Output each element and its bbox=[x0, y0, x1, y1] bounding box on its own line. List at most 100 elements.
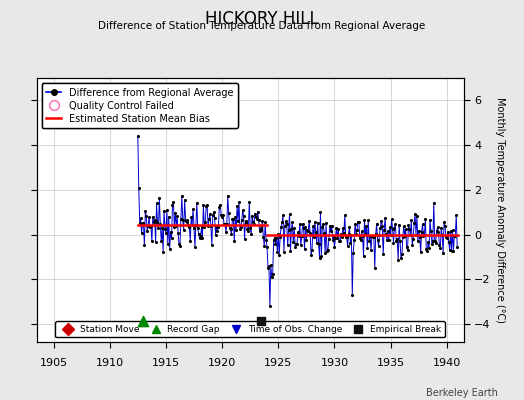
Point bbox=[205, 216, 213, 222]
Point bbox=[230, 238, 238, 244]
Point bbox=[298, 233, 306, 239]
Point bbox=[331, 235, 340, 241]
Point bbox=[436, 244, 444, 251]
Point bbox=[136, 215, 145, 222]
Point bbox=[231, 214, 239, 221]
Point bbox=[426, 216, 434, 223]
Point bbox=[148, 238, 156, 244]
Point bbox=[351, 220, 359, 227]
Point bbox=[225, 224, 234, 231]
Point bbox=[413, 213, 421, 219]
Point bbox=[332, 225, 341, 231]
Point bbox=[203, 202, 211, 208]
Point bbox=[419, 233, 428, 240]
Point bbox=[294, 232, 303, 239]
Point bbox=[423, 248, 431, 254]
Point bbox=[180, 227, 188, 233]
Point bbox=[162, 207, 171, 214]
Point bbox=[367, 247, 375, 254]
Point bbox=[330, 233, 338, 240]
Point bbox=[219, 212, 227, 218]
Point bbox=[180, 197, 189, 203]
Point bbox=[330, 244, 339, 250]
Point bbox=[250, 211, 259, 217]
Text: HICKORY HILL: HICKORY HILL bbox=[205, 10, 319, 28]
Point bbox=[322, 220, 330, 226]
Point bbox=[235, 199, 243, 206]
Point bbox=[303, 227, 312, 234]
Point bbox=[449, 248, 457, 254]
Point bbox=[352, 230, 360, 237]
Point bbox=[431, 238, 439, 245]
Point bbox=[260, 243, 268, 249]
Point bbox=[445, 246, 454, 253]
Point bbox=[437, 225, 445, 231]
Point bbox=[278, 219, 286, 226]
Point bbox=[286, 248, 294, 254]
Point bbox=[408, 242, 417, 248]
Text: 1930: 1930 bbox=[321, 358, 348, 368]
Point bbox=[211, 232, 220, 238]
Point bbox=[383, 237, 391, 244]
Point bbox=[334, 226, 343, 232]
Point bbox=[224, 192, 232, 199]
Text: Difference of Station Temperature Data from Regional Average: Difference of Station Temperature Data f… bbox=[99, 21, 425, 31]
Point bbox=[241, 236, 249, 242]
Y-axis label: Monthly Temperature Anomaly Difference (°C): Monthly Temperature Anomaly Difference (… bbox=[495, 97, 505, 323]
Point bbox=[135, 184, 143, 191]
Point bbox=[374, 237, 382, 243]
Point bbox=[389, 240, 398, 246]
Point bbox=[194, 231, 203, 238]
Point bbox=[283, 242, 292, 248]
Point bbox=[342, 234, 350, 240]
Point bbox=[424, 239, 432, 245]
Point bbox=[291, 243, 299, 250]
Point bbox=[234, 218, 242, 225]
Point bbox=[262, 237, 270, 243]
Point bbox=[191, 244, 199, 250]
Point bbox=[255, 228, 264, 234]
Point bbox=[247, 231, 255, 237]
Point bbox=[411, 211, 419, 217]
Point bbox=[310, 234, 318, 241]
Point bbox=[218, 214, 226, 220]
Point bbox=[414, 228, 423, 234]
Point bbox=[373, 220, 381, 227]
Point bbox=[439, 250, 447, 256]
Point bbox=[407, 217, 416, 224]
Point bbox=[156, 221, 165, 227]
Point bbox=[221, 221, 229, 228]
Point bbox=[259, 234, 268, 240]
Point bbox=[391, 221, 400, 227]
Point bbox=[297, 242, 305, 248]
Point bbox=[246, 225, 254, 232]
Point bbox=[160, 207, 168, 214]
Point bbox=[195, 235, 204, 241]
Point bbox=[321, 250, 329, 257]
Point bbox=[189, 206, 197, 212]
Point bbox=[209, 212, 217, 218]
Point bbox=[242, 218, 250, 224]
Point bbox=[385, 237, 393, 244]
Point bbox=[444, 229, 452, 235]
Point bbox=[167, 235, 176, 242]
Point bbox=[447, 248, 456, 254]
Point bbox=[358, 233, 367, 239]
Point bbox=[429, 238, 437, 245]
Text: 1920: 1920 bbox=[208, 358, 236, 368]
Point bbox=[376, 224, 385, 231]
Point bbox=[252, 214, 260, 221]
Point bbox=[186, 238, 194, 244]
Point bbox=[224, 210, 233, 216]
Point bbox=[421, 216, 430, 222]
Point bbox=[356, 235, 364, 242]
Point bbox=[354, 218, 362, 225]
Point bbox=[296, 221, 304, 227]
Point bbox=[345, 224, 354, 230]
Point bbox=[279, 212, 287, 219]
Point bbox=[314, 240, 323, 247]
Point bbox=[154, 218, 162, 225]
Point bbox=[228, 216, 237, 222]
Point bbox=[210, 209, 218, 216]
Point bbox=[282, 220, 291, 227]
